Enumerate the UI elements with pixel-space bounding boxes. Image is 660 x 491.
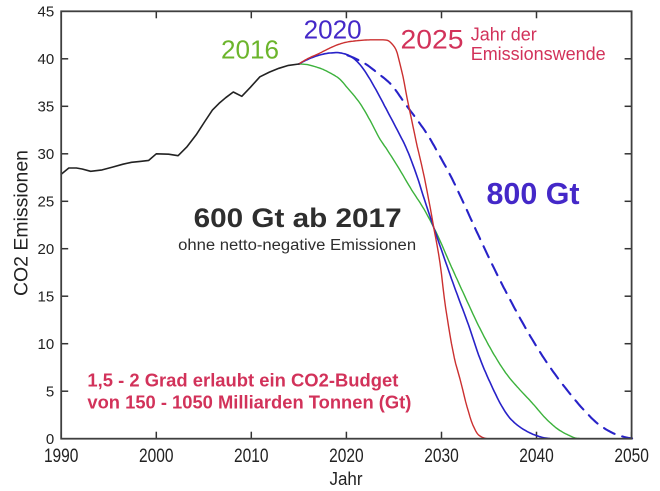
svg-text:ohne netto-negative Emissionen: ohne netto-negative Emissionen [178, 237, 416, 254]
svg-text:10: 10 [38, 336, 55, 353]
svg-text:von 150 - 1050 Milliarden Tonn: von 150 - 1050 Milliarden Tonnen (Gt) [87, 392, 411, 412]
svg-text:40: 40 [38, 51, 55, 68]
svg-text:2040: 2040 [519, 446, 554, 467]
svg-text:2020: 2020 [304, 15, 362, 45]
svg-text:2020: 2020 [329, 446, 364, 467]
svg-text:600 Gt ab 2017: 600 Gt ab 2017 [194, 203, 402, 233]
svg-text:2025: 2025 [401, 25, 464, 55]
svg-text:2016: 2016 [221, 35, 279, 65]
svg-text:1,5 - 2 Grad erlaubt ein CO2-B: 1,5 - 2 Grad erlaubt ein CO2-Budget [87, 371, 398, 391]
svg-text:1990: 1990 [44, 446, 79, 467]
svg-text:2010: 2010 [234, 446, 269, 467]
svg-text:35: 35 [38, 99, 55, 116]
svg-text:30: 30 [38, 146, 55, 163]
svg-text:2000: 2000 [139, 446, 174, 467]
svg-text:15: 15 [38, 289, 55, 306]
svg-text:Jahr: Jahr [330, 469, 363, 489]
svg-text:5: 5 [46, 384, 54, 401]
svg-text:20: 20 [38, 241, 55, 258]
svg-text:800 Gt: 800 Gt [487, 177, 580, 211]
svg-text:Jahr der: Jahr der [471, 25, 537, 45]
svg-text:2050: 2050 [614, 446, 649, 467]
svg-text:2030: 2030 [424, 446, 459, 467]
svg-text:45: 45 [38, 4, 55, 21]
svg-text:0: 0 [46, 431, 54, 448]
svg-text:25: 25 [38, 194, 55, 211]
svg-text:CO2 Emissionen: CO2 Emissionen [12, 150, 33, 296]
svg-text:Emissionswende: Emissionswende [471, 44, 606, 64]
